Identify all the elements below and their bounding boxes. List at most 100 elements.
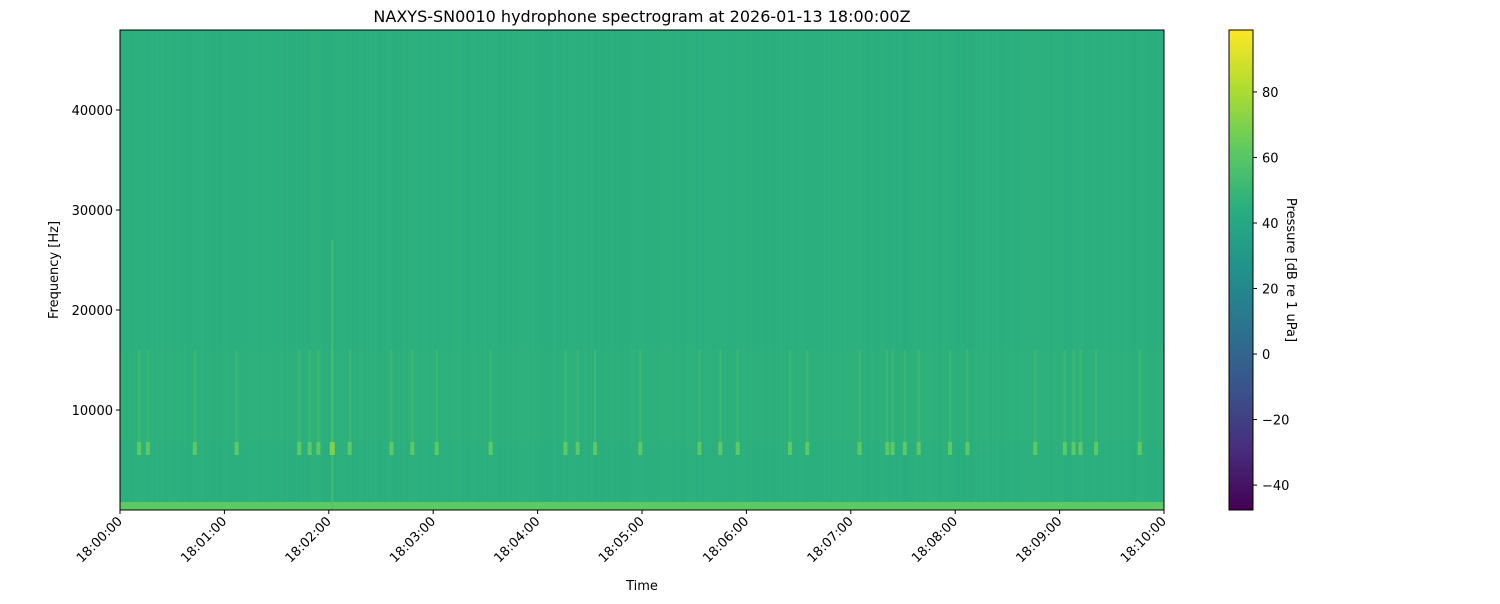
spectrogram-column xyxy=(636,30,638,510)
spectrogram-column xyxy=(810,30,812,510)
spectrogram-column xyxy=(364,30,366,510)
transient-event xyxy=(965,442,970,455)
transient-streak xyxy=(594,350,597,442)
spectrogram-column xyxy=(390,30,392,510)
spectrogram-column xyxy=(162,30,164,510)
spectrogram-column xyxy=(214,30,216,510)
spectrogram-column xyxy=(658,30,660,510)
spectrogram-column xyxy=(1110,30,1112,510)
spectrogram-column xyxy=(938,30,940,510)
spectrogram-column xyxy=(206,30,208,510)
spectrogram-column xyxy=(318,30,320,510)
transient-event xyxy=(735,442,740,455)
spectrogram-column xyxy=(1006,30,1008,510)
spectrogram-column xyxy=(848,30,850,510)
spectrogram-column xyxy=(1040,30,1042,510)
spectrogram-column xyxy=(1014,30,1016,510)
spectrogram-column xyxy=(510,30,512,510)
spectrogram-column xyxy=(266,30,268,510)
transient-streak xyxy=(1063,350,1066,442)
transient-event xyxy=(902,442,907,455)
spectrogram-column xyxy=(894,30,896,510)
spectrogram-column xyxy=(870,30,872,510)
spectrogram-column xyxy=(804,30,806,510)
spectrogram-column xyxy=(1130,30,1132,510)
spectrogram-column xyxy=(386,30,388,510)
spectrogram-column xyxy=(1038,30,1040,510)
spectrogram-column xyxy=(242,30,244,510)
spectrogram-column xyxy=(796,30,798,510)
spectrogram-column xyxy=(760,30,762,510)
transient-streak xyxy=(1079,350,1082,442)
spectrogram-column xyxy=(172,30,174,510)
spectrogram-column xyxy=(606,30,608,510)
transient-event xyxy=(145,442,150,455)
spectrogram-column xyxy=(784,30,786,510)
spectrogram-column xyxy=(228,30,230,510)
spectrogram-column xyxy=(842,30,844,510)
spectrogram-column xyxy=(642,30,644,510)
spectrogram-column xyxy=(568,30,570,510)
spectrogram-column xyxy=(1078,30,1080,510)
spectrogram-column xyxy=(178,30,180,510)
spectrogram-column xyxy=(874,30,876,510)
spectrogram-column xyxy=(682,30,684,510)
spectrogram-column xyxy=(780,30,782,510)
spectrogram-column xyxy=(156,30,158,510)
transient-event xyxy=(1062,442,1067,455)
spectrogram-column xyxy=(818,30,820,510)
spectrogram-column xyxy=(374,30,376,510)
spectrogram-column xyxy=(460,30,462,510)
spectrogram-column xyxy=(920,30,922,510)
x-tick-label: 18:08:00 xyxy=(909,514,961,566)
spectrogram-column xyxy=(748,30,750,510)
spectrogram-column xyxy=(878,30,880,510)
spectrogram-column xyxy=(1074,30,1076,510)
spectrogram-column xyxy=(388,30,390,510)
spectrogram-column xyxy=(134,30,136,510)
transient-event xyxy=(389,442,394,455)
transient-event xyxy=(1078,442,1083,455)
spectrogram-column xyxy=(224,30,226,510)
spectrogram-column xyxy=(1070,30,1072,510)
spectrogram-column xyxy=(436,30,438,510)
spectrogram-column xyxy=(880,30,882,510)
spectrogram-column xyxy=(498,30,500,510)
spectrogram-column xyxy=(670,30,672,510)
spectrogram-column xyxy=(204,30,206,510)
y-tick-label: 30000 xyxy=(72,204,113,219)
spectrogram-column xyxy=(448,30,450,510)
spectrogram-column xyxy=(898,30,900,510)
spectrogram-column xyxy=(528,30,530,510)
spectrogram-column xyxy=(416,30,418,510)
spectrogram-column xyxy=(292,30,294,510)
spectrogram-column xyxy=(718,30,720,510)
transient-streak xyxy=(858,350,861,442)
spectrogram-column xyxy=(262,30,264,510)
spectrogram-column xyxy=(402,30,404,510)
spectrogram-column xyxy=(604,30,606,510)
spectrogram-column xyxy=(918,30,920,510)
spectrogram-column xyxy=(868,30,870,510)
spectrogram-column xyxy=(1162,30,1164,510)
spectrogram-column xyxy=(272,30,274,510)
chart-title: NAXYS-SN0010 hydrophone spectrogram at 2… xyxy=(373,7,910,26)
spectrogram-band xyxy=(120,350,1164,442)
spectrogram-column xyxy=(556,30,558,510)
spectrogram-column xyxy=(304,30,306,510)
spectrogram-column xyxy=(602,30,604,510)
transient-streak xyxy=(576,350,579,442)
spectrogram-column xyxy=(828,30,830,510)
spectrogram-column xyxy=(212,30,214,510)
spectrogram-column xyxy=(560,30,562,510)
spectrogram-column xyxy=(1158,30,1160,510)
spectrogram-column xyxy=(958,30,960,510)
spectrogram-column xyxy=(984,30,986,510)
spectrogram-column xyxy=(778,30,780,510)
spectrogram-column xyxy=(530,30,532,510)
spectrogram-column xyxy=(948,30,950,510)
spectrogram-column xyxy=(592,30,594,510)
transient-streak xyxy=(348,350,351,442)
spectrogram-column xyxy=(770,30,772,510)
spectrogram-column xyxy=(312,30,314,510)
